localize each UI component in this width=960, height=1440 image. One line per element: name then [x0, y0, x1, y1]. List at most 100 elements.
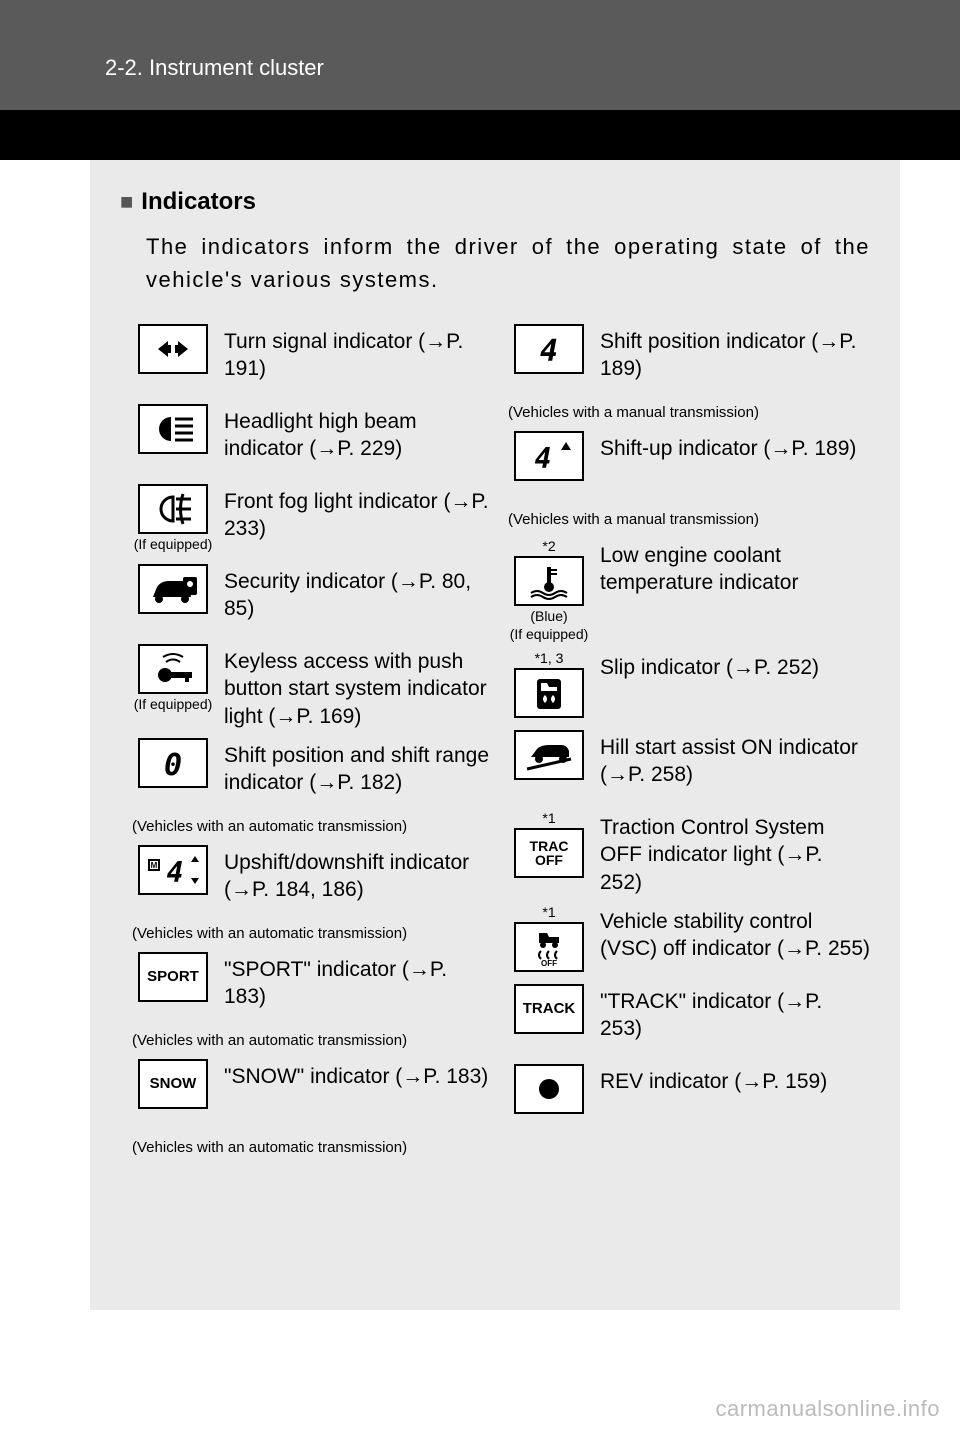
indicator-caption: (Vehicles with a manual transmission)	[504, 404, 870, 421]
indicator-item: SPORT"SPORT" indicator (→P. 183)(Vehicle…	[128, 952, 494, 1049]
shift-range-icon: 0	[138, 738, 208, 788]
right-column: 4 Shift position indicator (→P. 189) (Vehi…	[504, 324, 870, 1166]
shift-pos-icon: 4	[514, 324, 584, 374]
icon-wrap: *2 (Blue)(If equipped)	[504, 538, 594, 642]
superscript-note: *1	[504, 904, 594, 920]
indicator-row: *2 (Blue)(If equipped)Low engine coolant…	[504, 538, 870, 642]
indicator-item: SNOW "SNOW" indicator (→P. 183) (Vehicles …	[128, 1059, 494, 1156]
indicator-label: Vehicle stability control (VSC) off indi…	[594, 904, 870, 963]
indicator-label: Keyless access with push button start sy…	[218, 644, 494, 730]
indicator-row: *1 OFFVehicle stability control (VSC) of…	[504, 904, 870, 976]
indicator-item: *1, 3 Slip indicator (→P. 252)	[504, 650, 870, 722]
indicator-row: Hill start assist ON indicator (→P. 258)	[504, 730, 870, 802]
section-number: 2-2. Instrument cluster	[105, 55, 324, 80]
title-marker-icon: ■	[120, 189, 133, 214]
indicator-label: "TRACK" indicator (→P. 253)	[594, 984, 870, 1043]
indicator-row: *1TRACOFFTraction Control System OFF ind…	[504, 810, 870, 896]
svg-text:4: 4	[540, 334, 558, 369]
indicator-row: M 4 Upshift/downshift indicator (→P. 184…	[128, 845, 494, 917]
indicator-label: Security indicator (→P. 80, 85)	[218, 564, 494, 623]
indicator-item: *1 OFFVehicle stability control (VSC) of…	[504, 904, 870, 976]
icon-wrap: M 4	[128, 845, 218, 895]
icon-wrap	[128, 324, 218, 374]
black-band	[0, 110, 960, 160]
svg-text:4: 4	[167, 856, 184, 889]
indicator-item: 4 Shift position indicator (→P. 189) (Vehi…	[504, 324, 870, 421]
high-beam-icon	[138, 404, 208, 454]
superscript-note: *1, 3	[504, 650, 594, 666]
icon-wrap: *1, 3	[504, 650, 594, 718]
icon-wrap: 4	[504, 431, 594, 481]
icon-wrap: 4	[504, 324, 594, 374]
indicator-label: REV indicator (→P. 159)	[594, 1064, 827, 1095]
security-icon	[138, 564, 208, 614]
indicator-row: 4 Shift position indicator (→P. 189)	[504, 324, 870, 396]
indicator-label: "SNOW" indicator (→P. 183)	[218, 1059, 488, 1090]
watermark: carmanualsonline.info	[715, 1396, 940, 1422]
indicator-row: (If equipped)Keyless access with push bu…	[128, 644, 494, 730]
svg-text:0: 0	[164, 748, 182, 783]
indicator-row: *1, 3 Slip indicator (→P. 252)	[504, 650, 870, 722]
indicator-label: Shift-up indicator (→P. 189)	[594, 431, 856, 462]
svg-text:M: M	[151, 861, 158, 870]
indicator-row: TRACK"TRACK" indicator (→P. 253)	[504, 984, 870, 1056]
indicator-label: Upshift/downshift indicator (→P. 184, 18…	[218, 845, 494, 904]
indicator-row: 4 Shift-up indicator (→P. 189)	[504, 431, 870, 503]
indicator-label: Shift position indicator (→P. 189)	[594, 324, 870, 383]
SPORT-icon: SPORT	[138, 952, 208, 1002]
icon-wrap: (If equipped)	[128, 644, 218, 712]
indicator-caption: (Vehicles with an automatic transmission…	[128, 925, 494, 942]
icon-wrap: 0	[128, 738, 218, 788]
keyless-icon	[138, 644, 208, 694]
indicator-label: Hill start assist ON indicator (→P. 258)	[594, 730, 870, 789]
indicator-item: Headlight high beam indicator (→P. 229)	[128, 404, 494, 476]
shift-up-icon: 4	[514, 431, 584, 481]
indicator-row: 0 Shift position and shift range indicato…	[128, 738, 494, 810]
indicator-row: SNOW "SNOW" indicator (→P. 183)	[128, 1059, 494, 1131]
indicator-item: REV indicator (→P. 159)	[504, 1064, 870, 1136]
icon-subnote: (Blue)	[504, 608, 594, 624]
fog-icon	[138, 484, 208, 534]
icon-wrap	[128, 564, 218, 614]
slip-icon	[514, 668, 584, 718]
icon-wrap	[504, 730, 594, 780]
title-text: Indicators	[141, 188, 256, 215]
svg-text:OFF: OFF	[541, 959, 557, 967]
rev-icon	[514, 1064, 584, 1114]
indicator-item: *2 (Blue)(If equipped)Low engine coolant…	[504, 538, 870, 642]
indicator-caption: (Vehicles with a manual transmission)	[504, 511, 870, 528]
indicator-row: REV indicator (→P. 159)	[504, 1064, 870, 1136]
icon-wrap: SNOW	[128, 1059, 218, 1109]
hill-icon	[514, 730, 584, 780]
indicator-row: (If equipped)Front fog light indicator (…	[128, 484, 494, 556]
indicator-item: TRACK"TRACK" indicator (→P. 253)	[504, 984, 870, 1056]
icon-wrap: *1 OFF	[504, 904, 594, 972]
icon-wrap: (If equipped)	[128, 484, 218, 552]
upshift-icon: M 4	[138, 845, 208, 895]
indicator-label: Slip indicator (→P. 252)	[594, 650, 819, 681]
indicator-caption: (Vehicles with an automatic transmission…	[128, 818, 494, 835]
indicator-item: *1TRACOFFTraction Control System OFF ind…	[504, 810, 870, 896]
indicator-caption: (Vehicles with an automatic transmission…	[128, 1032, 494, 1049]
vsc-off-icon: OFF	[514, 922, 584, 972]
TRACK-icon: TRACK	[514, 984, 584, 1034]
icon-subnote: (If equipped)	[128, 536, 218, 552]
indicator-item: (If equipped)Front fog light indicator (…	[128, 484, 494, 556]
left-column: Turn signal indicator (→P. 191) Headligh…	[128, 324, 494, 1166]
icon-wrap	[128, 404, 218, 454]
turn-signal-icon	[138, 324, 208, 374]
indicator-row: Turn signal indicator (→P. 191)	[128, 324, 494, 396]
indicator-item: Hill start assist ON indicator (→P. 258)	[504, 730, 870, 802]
icon-subnote: (If equipped)	[128, 696, 218, 712]
indicator-label: Shift position and shift range indicator…	[218, 738, 494, 797]
icon-subnote: (If equipped)	[504, 626, 594, 642]
SNOW-icon: SNOW	[138, 1059, 208, 1109]
indicator-row: Headlight high beam indicator (→P. 229)	[128, 404, 494, 476]
TRAC OFF-icon: TRACOFF	[514, 828, 584, 878]
content-panel: ■Indicators The indicators inform the dr…	[90, 160, 900, 1310]
svg-text:4: 4	[535, 442, 552, 475]
indicator-columns: Turn signal indicator (→P. 191) Headligh…	[128, 324, 870, 1166]
header-bar: 2-2. Instrument cluster	[0, 0, 960, 110]
indicator-caption: (Vehicles with an automatic transmission…	[128, 1139, 494, 1156]
indicator-item: M 4 Upshift/downshift indicator (→P. 184…	[128, 845, 494, 942]
